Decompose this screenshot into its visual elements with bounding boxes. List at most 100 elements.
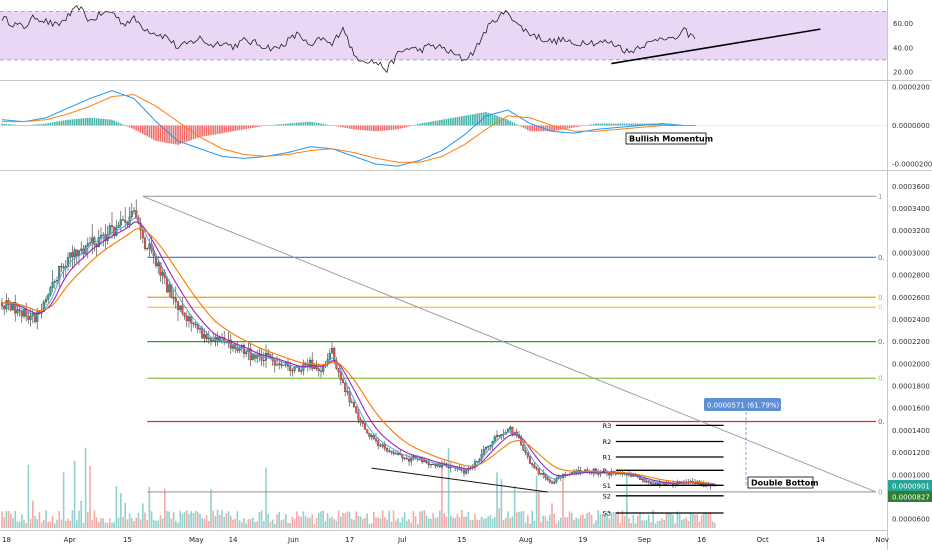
candle-body (181, 305, 184, 314)
price-tick-label: 0.0002200 (892, 338, 930, 346)
volume-bar (696, 514, 698, 528)
volume-bar (351, 518, 353, 528)
volume-bar (577, 518, 580, 528)
candle-body (124, 219, 127, 223)
volume-bar (395, 520, 397, 528)
candle-body (388, 450, 391, 452)
volume-bar (150, 511, 153, 528)
macd-histogram-bar (351, 125, 353, 129)
macd-histogram-bar (177, 125, 179, 145)
volume-bar (632, 514, 635, 528)
volume-bar (293, 518, 296, 528)
macd-histogram-bar (399, 125, 401, 129)
macd-histogram-bar (348, 125, 351, 129)
volume-bar (34, 515, 36, 528)
macd-histogram-bar (153, 125, 155, 140)
candle-body (16, 309, 19, 314)
macd-histogram-bar (540, 125, 542, 132)
candle-body (341, 379, 345, 384)
volume-bar (252, 517, 254, 528)
macd-histogram-bar (434, 120, 437, 126)
volume-bar (465, 516, 467, 528)
candle-body (179, 305, 182, 310)
current-price-label-1: 0.0000901 (892, 483, 930, 491)
pivot-label: R2 (603, 438, 612, 446)
macd-histogram-bar (428, 122, 430, 126)
volume-bar (296, 511, 298, 528)
macd-histogram-bar (247, 125, 250, 129)
macd-histogram-bar (271, 124, 274, 126)
macd-histogram-bar (315, 122, 318, 126)
volume-bar (634, 523, 637, 528)
volume-bar (56, 519, 58, 528)
volume-bar (491, 518, 494, 528)
macd-histogram-bar (566, 125, 569, 129)
measure-label: 0.0000571 (61.79%) 571 (707, 402, 795, 410)
candle-body (434, 464, 437, 467)
macd-histogram-bar (472, 114, 474, 126)
candle-body (487, 445, 490, 448)
candle-body (344, 382, 347, 392)
volume-bar (608, 518, 610, 528)
macd-histogram-bar (16, 124, 19, 126)
volume-bar (628, 518, 630, 528)
volume-bar (535, 475, 538, 528)
macd-histogram-bar (25, 125, 27, 126)
volume-bar (507, 511, 509, 528)
macd-histogram-bar (133, 125, 135, 130)
macd-histogram-bar (577, 125, 580, 127)
macd-histogram-bar (80, 118, 82, 126)
candle-body (260, 354, 263, 361)
candle-body (374, 438, 378, 441)
volume-bar (630, 523, 632, 528)
volume-bar (390, 521, 393, 528)
macd-histogram-bar (353, 125, 355, 130)
volume-bar (498, 508, 500, 528)
candle-body (146, 248, 149, 250)
candle-body (86, 243, 89, 247)
volume-bar (298, 515, 300, 528)
candle-body (293, 367, 296, 371)
volume-bar (476, 519, 478, 528)
volume-bar (344, 513, 346, 528)
volume-bar (661, 518, 663, 528)
volume-bar (714, 522, 716, 528)
volume-bar (157, 520, 159, 528)
macd-histogram-bar (51, 122, 54, 126)
candle-body (128, 216, 131, 226)
macd-histogram-bar (238, 125, 241, 131)
macd-histogram-bar (161, 125, 164, 143)
volume-bar (192, 513, 195, 528)
volume-bar (529, 523, 531, 528)
macd-histogram-bar (384, 125, 386, 131)
volume-bar (531, 510, 533, 528)
volume-bar (36, 519, 38, 528)
candle-body (330, 348, 334, 354)
volume-bar (461, 509, 463, 528)
volume-bar (652, 510, 654, 528)
candle-body (194, 323, 197, 325)
macd-histogram-bar (516, 124, 518, 126)
volume-bar (373, 511, 375, 528)
candle-body (550, 481, 554, 484)
candle-body (421, 457, 424, 463)
rsi-band (0, 11, 887, 60)
macd-histogram-bar (179, 125, 181, 145)
volume-bar (335, 520, 338, 528)
volume-bar (12, 517, 14, 528)
macd-histogram-bar (590, 124, 593, 126)
macd-histogram-bar (659, 123, 661, 126)
volume-bar (10, 513, 12, 528)
volume-bar (513, 486, 516, 528)
volume-bar (711, 521, 714, 528)
pivot-label: P (603, 467, 607, 475)
volume-bar (672, 514, 674, 528)
candle-body (390, 450, 393, 453)
macd-histogram-bar (304, 122, 307, 126)
volume-bar (199, 513, 201, 528)
macd-histogram-bar (307, 121, 309, 126)
macd-histogram-bar (14, 124, 16, 126)
volume-bar (137, 512, 140, 528)
price-tick-label: 0.0002800 (892, 272, 930, 280)
volume-bar (564, 517, 566, 528)
